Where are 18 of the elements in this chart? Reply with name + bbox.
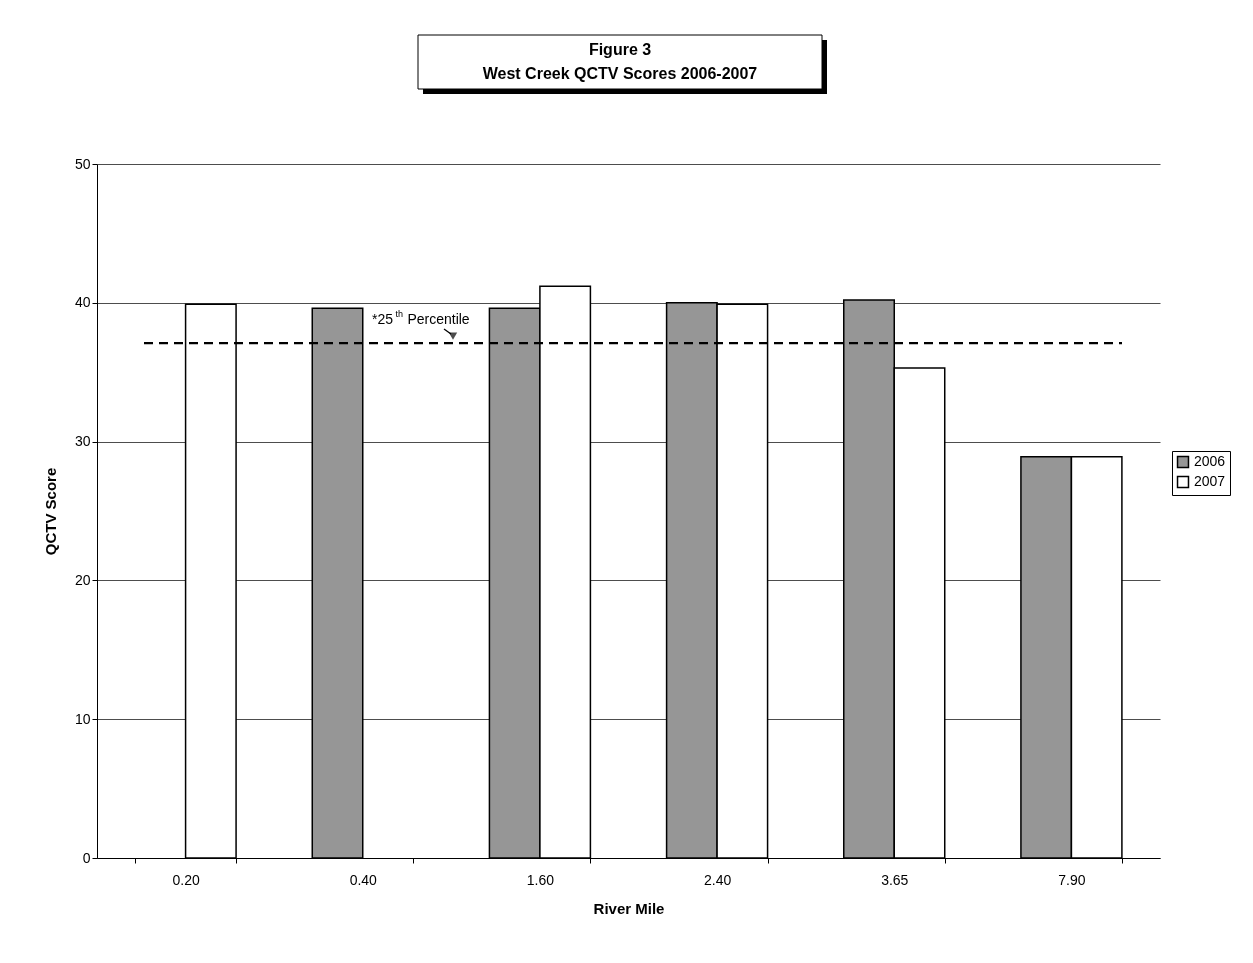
x-tick-label: 1.60	[526, 871, 555, 888]
x-tick-label: 7.90	[1058, 871, 1086, 888]
x-tick-label: 2.40	[703, 871, 732, 888]
x-tick-label: 0.40	[349, 871, 378, 888]
y-axis-title: QCTV Score	[41, 467, 59, 556]
legend-label: 2007	[1194, 473, 1226, 489]
y-tick-label: 10	[74, 710, 91, 727]
y-tick-label: 40	[74, 294, 91, 311]
y-tick-label: 0	[82, 849, 91, 866]
x-axis-title: River Mile	[593, 899, 665, 917]
y-tick-label: 30	[74, 433, 91, 450]
x-tick-label: 0.20	[172, 871, 200, 888]
legend-label: 2006	[1194, 453, 1226, 469]
y-tick-label: 50	[74, 155, 91, 172]
x-tick-label: 3.65	[881, 871, 909, 888]
chart-subtitle: West Creek QCTV Scores 2006-2007	[482, 65, 758, 82]
chart-title: Figure 3	[588, 41, 652, 58]
y-tick-label: 20	[74, 571, 91, 588]
